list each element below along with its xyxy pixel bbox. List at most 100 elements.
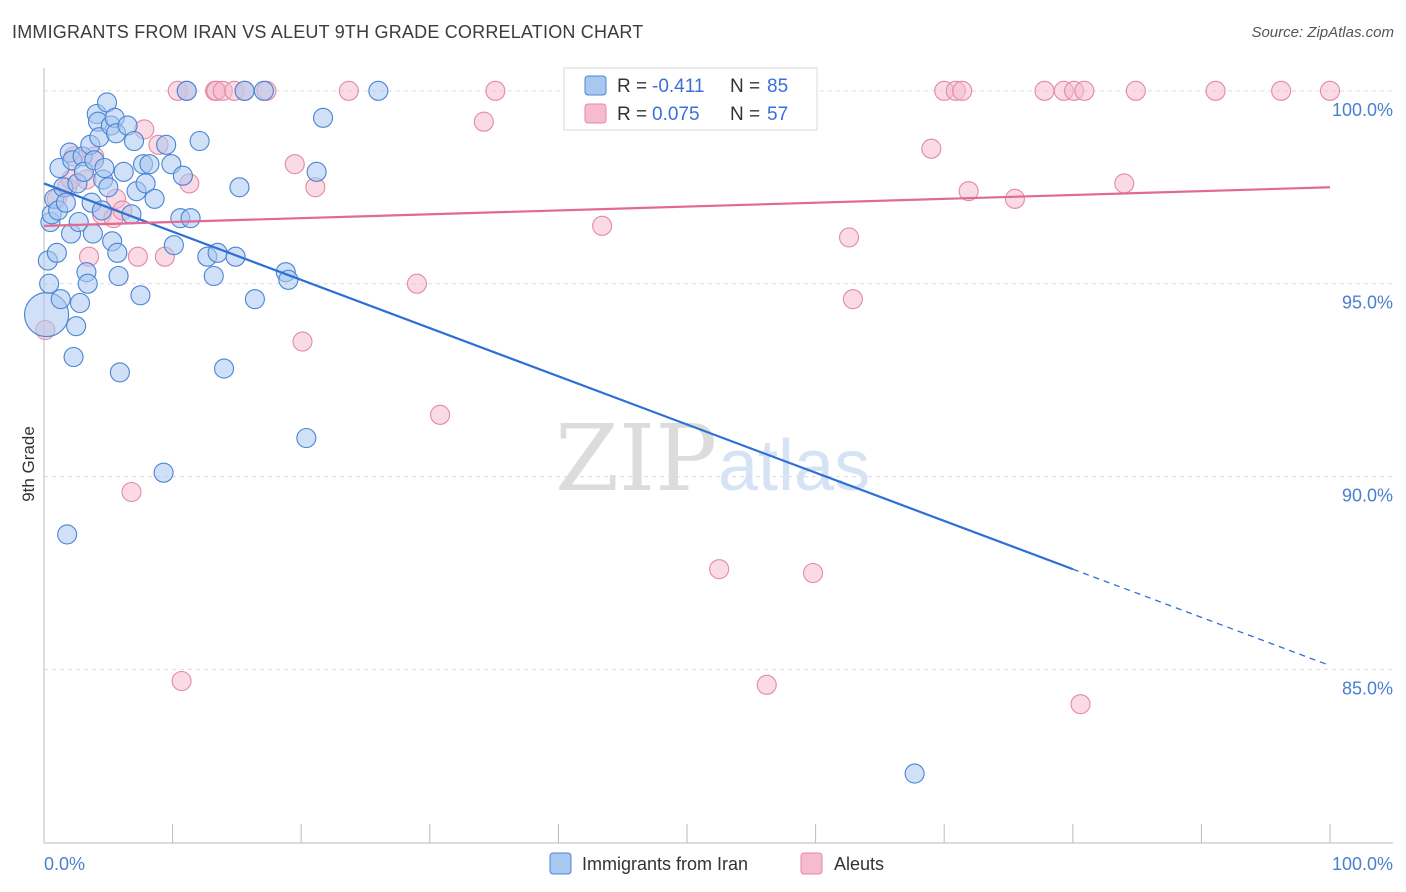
iran-point-70 xyxy=(244,289,265,310)
iran-point-16 xyxy=(63,346,84,368)
iran-point-51 xyxy=(135,173,156,194)
watermark-zip: ZIP xyxy=(555,405,717,512)
iran-point-36 xyxy=(98,177,119,198)
iran-point-74 xyxy=(296,427,317,449)
correlation-legend: R = -0.411 N = 85 R = 0.075 N = 57 xyxy=(563,67,818,131)
iran-point-59 xyxy=(172,165,193,186)
watermark-atlas: atlas xyxy=(718,426,870,506)
aleuts-point-48 xyxy=(1004,188,1025,209)
aleuts-point-13 xyxy=(127,246,148,267)
iran-point-41 xyxy=(107,242,128,263)
aleuts-point-47 xyxy=(958,181,979,202)
iran-point-17 xyxy=(66,316,87,337)
iran-point-77 xyxy=(368,80,389,101)
iran-point-69 xyxy=(234,80,255,101)
series-swatch-aleuts xyxy=(800,852,823,875)
legend-n-label-pink: N = xyxy=(730,104,760,125)
aleuts-point-39 xyxy=(756,674,777,695)
aleuts-point-12 xyxy=(121,481,142,503)
y-tick-label-3: 100.0% xyxy=(1332,100,1393,120)
aleuts-point-56 xyxy=(1205,80,1226,101)
gridlines xyxy=(44,90,1393,670)
aleuts-point-42 xyxy=(842,289,863,310)
aleuts-point-46 xyxy=(952,80,973,101)
legend-n-value-pink: 57 xyxy=(767,104,788,125)
iran-point-67 xyxy=(225,246,246,267)
y-tick-label-1: 90.0% xyxy=(1342,486,1393,506)
legend-n-value-blue: 85 xyxy=(767,76,788,97)
aleuts-point-55 xyxy=(1125,80,1146,101)
iran-point-66 xyxy=(213,358,235,379)
aleuts-point-37 xyxy=(709,559,730,580)
legend-r-label-pink: R = xyxy=(617,104,647,125)
iran-point-54 xyxy=(153,462,174,483)
iran-point-49 xyxy=(130,285,151,306)
series-legend: Immigrants from Iran Aleuts xyxy=(549,852,884,875)
legend-r-value-pink: 0.075 xyxy=(652,104,700,125)
iran-point-43 xyxy=(109,362,130,383)
x-tick-labels: 0.0% 100.0% xyxy=(44,854,1393,874)
aleuts-point-49 xyxy=(1034,80,1055,101)
iran-point-76 xyxy=(313,107,334,128)
x-tick-label-max: 100.0% xyxy=(1332,854,1393,874)
iran-point-42 xyxy=(108,265,129,287)
aleuts-trendline xyxy=(43,186,1331,227)
chart-title: IMMIGRANTS FROM IRAN VS ALEUT 9TH GRADE … xyxy=(12,22,644,42)
aleuts-point-52 xyxy=(1070,694,1091,715)
iran-point-64 xyxy=(203,265,224,287)
iran-trendline-extension xyxy=(1072,568,1331,667)
iran-point-62 xyxy=(189,130,210,152)
aleuts-point-58 xyxy=(1319,80,1341,101)
aleuts-point-57 xyxy=(1271,80,1292,101)
aleuts-point-53 xyxy=(1074,80,1095,101)
y-tick-label-0: 85.0% xyxy=(1342,678,1393,698)
legend-n-label-blue: N = xyxy=(730,76,760,97)
iran-point-78 xyxy=(904,763,925,784)
iran-point-44 xyxy=(113,161,134,182)
iran-point-55 xyxy=(156,134,177,155)
iran-point-60 xyxy=(176,80,197,101)
aleuts-point-30 xyxy=(338,80,359,101)
iran-point-9 xyxy=(50,289,71,310)
source-credit: Source: ZipAtlas.com xyxy=(1251,24,1394,41)
y-axis-label: 9th Grade xyxy=(19,426,38,502)
iran-point-6 xyxy=(46,242,67,263)
watermark: ZIP atlas xyxy=(555,405,870,512)
aleuts-point-27 xyxy=(284,154,305,175)
aleuts-point-43 xyxy=(921,138,942,159)
aleuts-point-32 xyxy=(430,404,451,425)
aleuts-point-34 xyxy=(485,80,506,101)
aleuts-point-18 xyxy=(171,670,192,692)
iran-point-20 xyxy=(69,292,91,314)
series-label-aleuts: Aleuts xyxy=(834,854,884,874)
aleuts-point-54 xyxy=(1114,173,1135,194)
iran-trendline xyxy=(43,182,1074,571)
iran-point-2 xyxy=(39,273,60,294)
trendlines xyxy=(43,182,1331,667)
y-tick-label-2: 95.0% xyxy=(1342,293,1393,313)
aleuts-point-41 xyxy=(838,227,860,248)
aleuts-points xyxy=(35,80,1341,715)
iran-point-32 xyxy=(91,200,112,221)
x-tick-label-min: 0.0% xyxy=(44,854,85,874)
iran-point-27 xyxy=(82,223,103,244)
iran-point-53 xyxy=(144,188,165,209)
iran-point-61 xyxy=(180,208,201,229)
axes xyxy=(43,68,1393,844)
y-tick-labels: 85.0% 90.0% 95.0% 100.0% xyxy=(1332,100,1393,699)
legend-r-label-blue: R = xyxy=(617,76,647,97)
legend-swatch-blue xyxy=(584,75,607,96)
series-swatch-iran xyxy=(549,852,572,875)
legend-swatch-pink xyxy=(584,103,607,124)
iran-point-12 xyxy=(57,524,78,545)
iran-point-47 xyxy=(123,130,145,152)
legend-r-value-blue: -0.411 xyxy=(652,76,704,97)
iran-point-52 xyxy=(139,154,160,175)
aleuts-point-33 xyxy=(473,111,494,132)
iran-point-71 xyxy=(253,80,274,101)
aleuts-point-35 xyxy=(592,215,613,236)
aleuts-point-40 xyxy=(802,562,824,584)
iran-points xyxy=(24,80,925,784)
iran-point-11 xyxy=(55,192,76,213)
